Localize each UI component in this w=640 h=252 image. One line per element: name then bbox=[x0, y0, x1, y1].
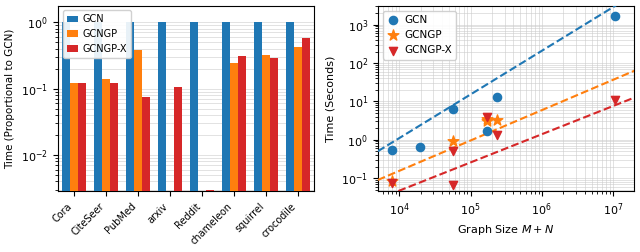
GCNGP bbox=[387, 179, 397, 183]
Bar bbox=[94, 22, 102, 252]
Bar bbox=[126, 22, 134, 252]
Bar bbox=[270, 58, 278, 252]
Bar bbox=[286, 22, 294, 252]
Bar bbox=[254, 22, 262, 252]
GCNGP-X bbox=[492, 133, 502, 137]
Bar bbox=[303, 38, 310, 252]
Y-axis label: Time (Seconds): Time (Seconds) bbox=[326, 55, 335, 142]
Bar bbox=[190, 22, 198, 252]
Bar bbox=[294, 47, 303, 252]
GCN bbox=[415, 145, 426, 149]
GCN bbox=[387, 148, 397, 152]
Legend: GCN, GCNGP, GCNGP-X: GCN, GCNGP, GCNGP-X bbox=[63, 10, 131, 58]
Bar bbox=[78, 83, 86, 252]
Bar bbox=[230, 63, 238, 252]
GCNGP-X bbox=[448, 183, 458, 187]
GCNGP bbox=[482, 119, 492, 123]
Bar bbox=[62, 22, 70, 252]
Bar bbox=[158, 22, 166, 252]
Bar bbox=[222, 22, 230, 252]
GCNGP bbox=[492, 118, 502, 122]
Bar bbox=[142, 97, 150, 252]
Bar bbox=[206, 190, 214, 252]
Bar bbox=[262, 55, 270, 252]
GCNGP-X bbox=[610, 98, 620, 102]
GCN bbox=[482, 129, 492, 133]
GCN bbox=[610, 14, 620, 18]
X-axis label: Graph Size $M + N$: Graph Size $M + N$ bbox=[458, 223, 555, 237]
GCNGP-X bbox=[387, 181, 397, 185]
Bar bbox=[102, 79, 110, 252]
Bar bbox=[134, 50, 142, 252]
GCN bbox=[448, 107, 458, 111]
GCNGP-X bbox=[448, 149, 458, 153]
GCN bbox=[492, 95, 502, 99]
Bar bbox=[110, 83, 118, 252]
Bar bbox=[70, 83, 78, 252]
GCNGP bbox=[448, 139, 458, 143]
GCNGP-X bbox=[482, 115, 492, 119]
Y-axis label: Time (Proportional to GCN): Time (Proportional to GCN) bbox=[6, 28, 15, 169]
Bar bbox=[238, 56, 246, 252]
Legend: GCN, GCNGP, GCNGP-X: GCN, GCNGP, GCNGP-X bbox=[383, 11, 456, 59]
GCNGP bbox=[482, 117, 492, 121]
Bar bbox=[174, 87, 182, 252]
